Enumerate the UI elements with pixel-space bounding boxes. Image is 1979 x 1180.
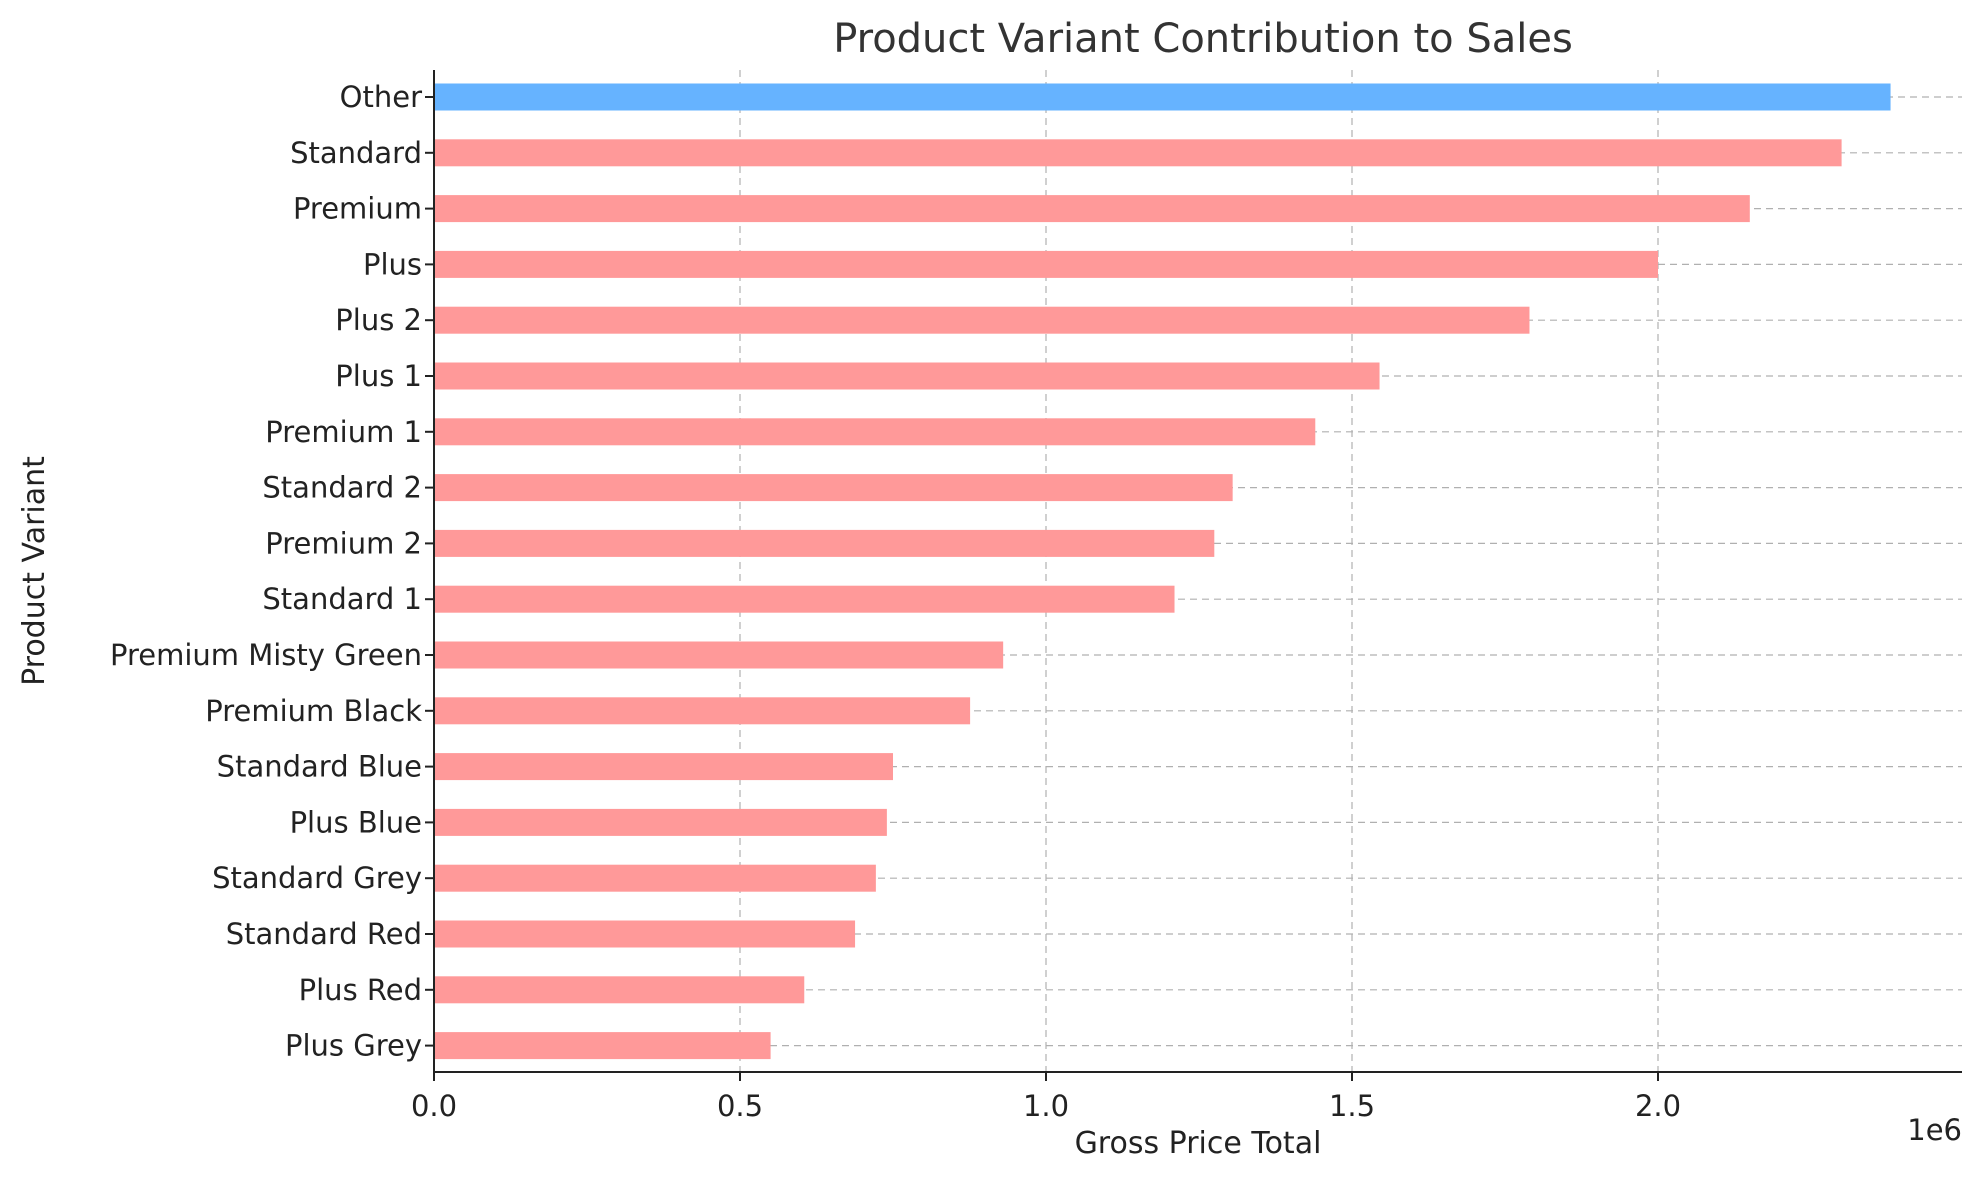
y-tick-label: Standard Red [226,917,422,951]
bar-standard-grey [434,864,876,892]
bar-other [434,83,1891,111]
y-tick-label: Premium Misty Green [110,638,422,672]
y-tick-label: Plus Grey [285,1029,422,1063]
x-tick-label: 1.0 [1023,1089,1069,1123]
x-tick-label: 0.0 [411,1089,457,1123]
axes [433,70,1962,1073]
x-tick-label: 0.5 [717,1089,763,1123]
x-offset-label: 1e6 [1907,1113,1962,1147]
bar-premium-1 [434,418,1316,446]
bar-plus-grey [434,1032,771,1060]
x-ticks: 0.0 0.5 1.0 1.5 2.0 [411,1072,1681,1123]
bar-standard-2 [434,474,1233,502]
y-tick-label: Premium [293,192,422,226]
y-ticks: Other Standard Premium Plus Plus 2 Plus 1 Prem… [110,80,434,1063]
y-tick-label: Standard 1 [262,582,422,616]
y-tick-label: Plus 1 [335,359,422,393]
y-tick-label: Standard Grey [212,861,422,895]
y-tick-label: Standard [290,136,422,170]
bar-plus [434,250,1658,278]
bar-standard [434,139,1842,167]
y-tick-label: Plus Red [299,973,422,1007]
bar-plus-red [434,976,805,1004]
bar-premium-black [434,697,971,725]
y-tick-label: Plus Blue [290,805,422,839]
bar-premium-2 [434,529,1215,557]
y-axis-label: Product Variant [17,456,52,686]
bar-premium [434,195,1750,223]
bar-standard-blue [434,753,893,781]
x-tick-label: 2.0 [1635,1089,1681,1123]
bar-plus-blue [434,808,887,836]
chart-title: Product Variant Contribution to Sales [833,16,1573,62]
y-tick-label: Premium 1 [265,415,422,449]
bar-premium-misty-green [434,641,1004,669]
x-tick-label: 1.5 [1329,1089,1375,1123]
x-axis-label: Gross Price Total [1075,1126,1322,1161]
bar-plus-2 [434,306,1530,334]
y-tick-label: Premium 2 [265,526,422,560]
y-tick-label: Standard Blue [217,750,422,784]
bar-standard-red [434,920,856,948]
bar-standard-1 [434,585,1175,613]
y-tick-label: Plus 2 [335,303,422,337]
y-tick-label: Premium Black [205,694,422,728]
y-tick-label: Other [340,80,422,114]
bars [434,83,1891,1060]
bar-plus-1 [434,362,1380,390]
y-tick-label: Plus [363,247,422,281]
y-tick-label: Standard 2 [262,471,422,505]
